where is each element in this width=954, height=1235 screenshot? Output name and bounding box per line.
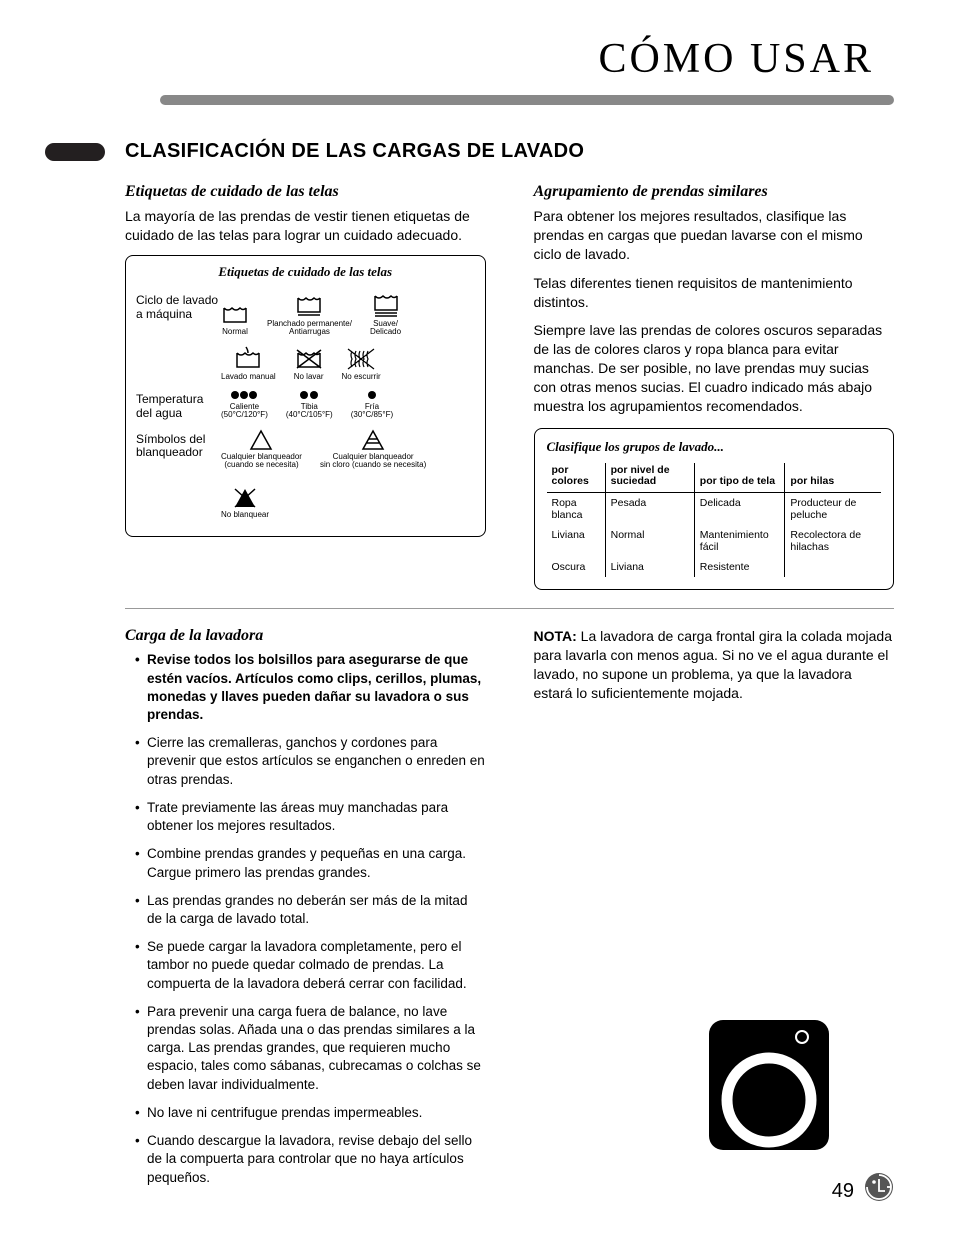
list-item: Se puede cargar la lavadora completament… [137, 938, 486, 993]
sort-th-0: por colores [547, 463, 606, 493]
lg-logo-icon [864, 1172, 894, 1207]
subheading-loading: Carga de la lavadora [125, 627, 486, 645]
sort-th-1: por nivel de suciedad [605, 463, 694, 493]
list-item: Cuando descargue la lavadora, revise deb… [137, 1132, 486, 1187]
list-item: Trate previamente las áreas muy manchada… [137, 799, 486, 835]
care-labels-intro: La mayoría de las prendas de vestir tien… [125, 207, 486, 245]
col-right-1: Agrupamiento de prendas similares Para o… [534, 183, 895, 590]
grouping-p2: Telas diferentes tienen requisitos de ma… [534, 274, 895, 312]
table-row: Liviana Normal Mantenimiento fácil Recol… [547, 525, 882, 557]
sort-box-title: Clasifique los grupos de lavado... [547, 439, 882, 455]
care-row-label-3: Símbolos del blanqueador [136, 429, 221, 461]
care-row-label-0: Ciclo de lavado a máquina [136, 290, 221, 322]
page-number: 49 [832, 1180, 854, 1203]
divider [125, 608, 894, 609]
bleach-icon-none: No blanquear [221, 487, 269, 519]
wash-icon-nowring: No escurrir [342, 347, 381, 381]
temp-icon-cold: Fría (30°C/85°F) [351, 389, 393, 420]
list-item: Para prevenir una carga fuera de balance… [137, 1003, 486, 1094]
title-divider-bar [160, 95, 894, 105]
note-text: NOTA: La lavadora de carga frontal gira … [534, 627, 895, 703]
bleach-icon-any: Cualquier blanqueador (cuando se necesit… [221, 429, 302, 470]
list-item: Las prendas grandes no deberán ser más d… [137, 892, 486, 928]
care-row-label-2: Temperatura del agua [136, 389, 221, 421]
page-title: CÓMO USAR [60, 35, 894, 83]
section-heading-row: CLASIFICACIÓN DE LAS CARGAS DE LAVADO [45, 140, 894, 163]
subheading-grouping: Agrupamiento de prendas similares [534, 183, 895, 201]
temp-icon-hot: Caliente (50°C/120°F) [221, 389, 268, 420]
care-label-box: Etiquetas de cuidado de las telas Ciclo … [125, 255, 486, 537]
care-box-title: Etiquetas de cuidado de las telas [136, 264, 475, 280]
row-1: Etiquetas de cuidado de las telas La may… [125, 183, 894, 590]
grouping-p1: Para obtener los mejores resultados, cla… [534, 207, 895, 264]
list-item: Cierre las cremalleras, ganchos y cordon… [137, 734, 486, 789]
sort-table: por colores por nivel de suciedad por ti… [547, 463, 882, 577]
section-heading: CLASIFICACIÓN DE LAS CARGAS DE LAVADO [125, 140, 584, 163]
temp-icon-warm: Tibia (40°C/105°F) [286, 389, 333, 420]
list-item: No lave ni centrifugue prendas impermeab… [137, 1104, 486, 1122]
col-left-2: Carga de la lavadora Revise todos los bo… [125, 627, 486, 1196]
washer-illustration [704, 1015, 834, 1160]
table-row: Oscura Liviana Resistente [547, 557, 882, 577]
wash-icon-normal: Normal [221, 302, 249, 336]
sort-th-3: por hilas [785, 463, 881, 493]
bleach-icon-nonchlor: Cualquier blanqueador sin cloro (cuando … [320, 429, 426, 470]
sort-th-2: por tipo de tela [694, 463, 785, 493]
col-left-1: Etiquetas de cuidado de las telas La may… [125, 183, 486, 590]
wash-icon-permpress: Planchado permanente/ Antiarrugas [267, 292, 352, 337]
subheading-care-labels: Etiquetas de cuidado de las telas [125, 183, 486, 201]
note-label: NOTA: [534, 628, 577, 644]
loading-bullets: Revise todos los bolsillos para asegurar… [125, 651, 486, 1186]
wash-icon-handwash: Lavado manual [221, 345, 276, 381]
heading-pill [45, 143, 105, 161]
sort-box: Clasifique los grupos de lavado... por c… [534, 428, 895, 590]
table-row: Ropa blanca Pesada Delicada Producteur d… [547, 493, 882, 526]
grouping-p3: Siempre lave las prendas de colores oscu… [534, 321, 895, 415]
wash-icon-gentle: Suave/ Delicado [370, 290, 401, 337]
list-item: Revise todos los bolsillos para asegurar… [137, 651, 486, 724]
wash-icon-nowash: No lavar [294, 347, 324, 381]
list-item: Combine prendas grandes y pequeñas en un… [137, 845, 486, 881]
